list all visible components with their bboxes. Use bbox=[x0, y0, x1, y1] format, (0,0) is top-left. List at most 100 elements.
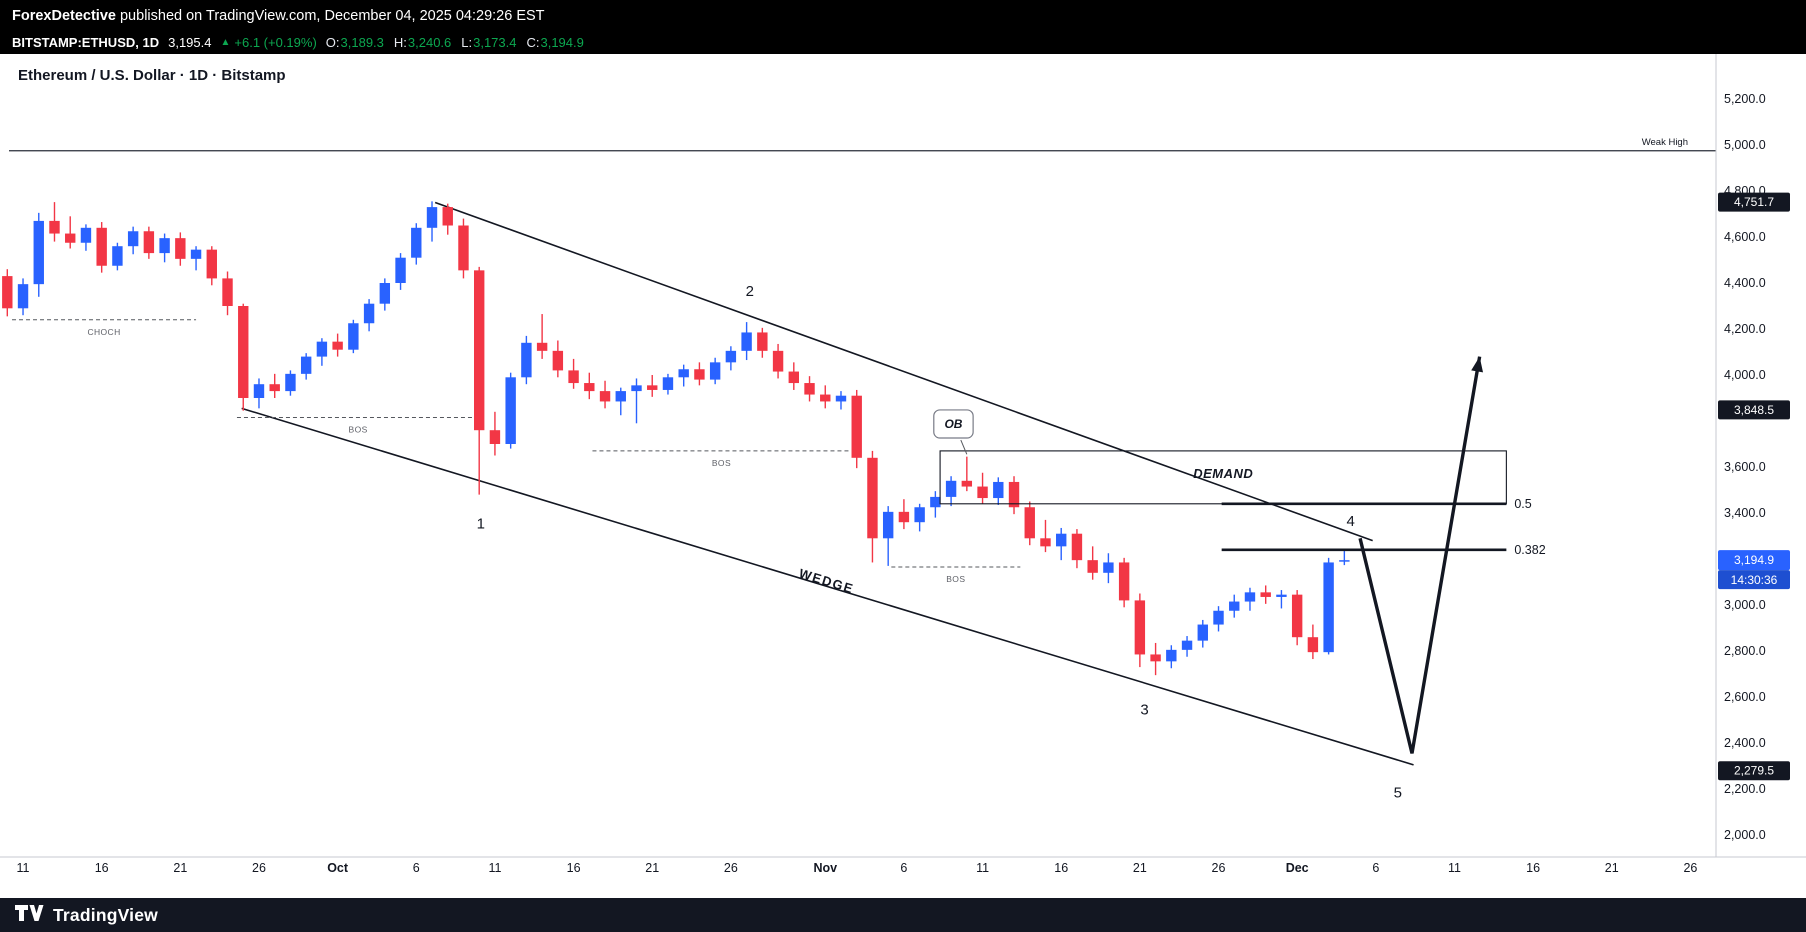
candle-body bbox=[143, 231, 155, 254]
candle-body bbox=[993, 481, 1004, 499]
ob-label: OB bbox=[944, 417, 962, 431]
candle-body bbox=[647, 385, 658, 390]
ohlc-pair: O: 3,189.3 bbox=[326, 35, 384, 50]
candle-body bbox=[1040, 538, 1051, 547]
change-value: +6.1 (+0.19%) bbox=[234, 35, 317, 50]
candle-body bbox=[1339, 560, 1350, 562]
tradingview-logo-icon[interactable] bbox=[14, 903, 44, 928]
demand-zone-label: DEMAND bbox=[1193, 466, 1253, 481]
bos-label: BOS bbox=[349, 425, 368, 435]
price-line-badge bbox=[1718, 400, 1790, 420]
candle-body bbox=[33, 220, 44, 285]
candle-body bbox=[285, 373, 296, 392]
candle-body bbox=[584, 383, 595, 392]
ohlc-label: C: bbox=[526, 35, 540, 50]
candle-body bbox=[489, 430, 501, 444]
bos-label: BOS bbox=[712, 458, 731, 468]
price-axis-label: 3,600.0 bbox=[1724, 460, 1766, 474]
price-axis-label: 3,400.0 bbox=[1724, 506, 1766, 520]
candle-body bbox=[1024, 507, 1035, 539]
candle-body bbox=[599, 391, 611, 402]
publisher-name: ForexDetective bbox=[12, 7, 116, 24]
countdown-text: 14:30:36 bbox=[1731, 573, 1778, 587]
candle-body bbox=[49, 220, 60, 234]
publish-bar: ForexDetective published on TradingView.… bbox=[0, 0, 1806, 31]
price-line-badge bbox=[1718, 192, 1790, 212]
time-axis-label: 21 bbox=[1133, 861, 1147, 875]
choch-label: CHOCH bbox=[87, 327, 120, 337]
ohlc-value: 3,173.4 bbox=[473, 35, 517, 50]
tradingview-brand[interactable]: TradingView bbox=[53, 904, 158, 925]
candle-body bbox=[725, 350, 737, 363]
wave-point-3: 3 bbox=[1140, 702, 1148, 719]
ohlc-pair: L: 3,173.4 bbox=[461, 35, 516, 50]
bos-label: BOS bbox=[946, 574, 965, 584]
candle-body bbox=[112, 246, 123, 266]
projection-arrowhead bbox=[1471, 356, 1484, 373]
candle-body bbox=[1008, 481, 1020, 508]
candle-body bbox=[1134, 600, 1146, 655]
candle-body bbox=[568, 370, 579, 384]
candle-body bbox=[442, 207, 453, 226]
price-axis-label: 2,000.0 bbox=[1724, 828, 1766, 842]
candle-body bbox=[961, 480, 973, 487]
candle-body bbox=[1087, 560, 1098, 573]
candle-body bbox=[521, 342, 532, 378]
candle-body bbox=[379, 283, 391, 304]
price-axis-label: 4,200.0 bbox=[1724, 322, 1766, 336]
candle-body bbox=[851, 395, 862, 458]
time-axis-label: 16 bbox=[95, 861, 109, 875]
fib-level-label: 0.382 bbox=[1514, 543, 1545, 557]
time-axis-label: Dec bbox=[1286, 861, 1309, 875]
time-axis-label: 6 bbox=[900, 861, 907, 875]
candle-body bbox=[772, 350, 784, 372]
candle-body bbox=[127, 231, 139, 247]
candle-body bbox=[348, 323, 359, 350]
ob-pointer bbox=[960, 439, 968, 455]
candle-body bbox=[316, 341, 328, 357]
candle-body bbox=[1244, 592, 1256, 602]
candle-body bbox=[190, 249, 202, 259]
ohlc-values: O: 3,189.3 H: 3,240.6 L: 3,173.4 C: 3,194.9 bbox=[326, 35, 584, 50]
candle-body bbox=[269, 384, 280, 392]
publish-info: published on TradingView.com, December 0… bbox=[115, 7, 545, 24]
candle-body bbox=[662, 377, 674, 390]
last-price: 3,195.4 bbox=[168, 35, 212, 50]
ohlc-label: O: bbox=[325, 35, 340, 50]
ohlc-label: L: bbox=[461, 35, 473, 50]
time-axis-label: 11 bbox=[17, 861, 30, 875]
wave-point-5: 5 bbox=[1394, 784, 1402, 801]
candle-body bbox=[395, 257, 406, 283]
time-axis-label: 26 bbox=[252, 861, 266, 875]
candle-body bbox=[222, 278, 233, 306]
candle-body bbox=[977, 486, 988, 499]
time-axis-label: 21 bbox=[173, 861, 187, 875]
candle-body bbox=[1323, 562, 1334, 653]
candle-body bbox=[474, 270, 485, 431]
time-axis-label: 11 bbox=[976, 861, 989, 875]
price-change: ▲ +6.1 (+0.19%) bbox=[220, 35, 316, 50]
candlestick-chart[interactable]: Weak High WEDGE CHOCH BOS BOS BOS DEMAND 0.5 0.3… bbox=[0, 54, 1806, 898]
candle-body bbox=[804, 383, 815, 395]
chart-title: Ethereum / U.S. Dollar · 1D · Bitstamp bbox=[18, 67, 286, 84]
time-axis-label: 16 bbox=[1526, 861, 1540, 875]
ohlc-value: 3,240.6 bbox=[407, 35, 452, 50]
last-price-badge bbox=[1718, 550, 1790, 571]
price-line-badge bbox=[1718, 761, 1790, 781]
time-axis-label: 21 bbox=[1605, 861, 1619, 875]
candle-body bbox=[1260, 592, 1271, 597]
price-axis-label: 4,400.0 bbox=[1724, 276, 1766, 290]
wave-point-2: 2 bbox=[746, 283, 754, 300]
candle-body bbox=[505, 377, 516, 444]
candle-body bbox=[458, 225, 469, 271]
time-axis-label: 11 bbox=[1448, 861, 1461, 875]
candle-body bbox=[17, 284, 29, 309]
last-price-badge-text: 3,194.9 bbox=[1734, 553, 1774, 567]
candle-body bbox=[363, 303, 375, 324]
candle-body bbox=[1118, 562, 1130, 601]
tradingview-footer: TradingView bbox=[0, 898, 1806, 932]
candle-body bbox=[1103, 562, 1114, 573]
candle-body bbox=[1229, 601, 1240, 611]
candle-body bbox=[835, 395, 847, 402]
time-axis-label: 6 bbox=[1372, 861, 1379, 875]
